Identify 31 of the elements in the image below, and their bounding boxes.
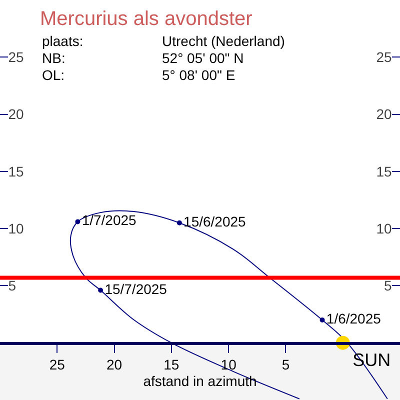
data-label: 1/7/2025 — [82, 212, 137, 228]
annotation: plaats: — [42, 33, 84, 49]
annotation: 5° 08' 00" E — [162, 67, 236, 83]
y2-tick-label: 10 — [376, 220, 392, 236]
annotation: OL: — [42, 67, 65, 83]
annotation: NB: — [42, 50, 66, 66]
y2-tick-label: 20 — [376, 106, 392, 122]
point — [320, 318, 325, 322]
y-tick-label: 15 — [8, 163, 24, 180]
point — [98, 288, 104, 293]
x-tick-label: 5 — [282, 356, 290, 373]
y-tick-label: 5 — [8, 278, 16, 294]
y2-tick-label: 25 — [376, 49, 392, 66]
annotation: 52° 05' 00" N — [162, 50, 244, 66]
data-label: 15/7/2025 — [104, 280, 168, 297]
point — [75, 219, 80, 224]
data-label: 15/6/2025 — [184, 213, 246, 230]
y2-tick-label: 15 — [376, 163, 392, 180]
x-axis-title: afstand in azimuth — [143, 372, 257, 389]
y-tick-label: 10 — [8, 220, 24, 236]
y-tick-label: 25 — [8, 49, 24, 66]
data-label: 1/6/2025 — [326, 310, 382, 326]
annotation: Utrecht (Nederland) — [162, 33, 285, 49]
x-tick-label: 15 — [164, 356, 180, 373]
y2-tick-label: 5 — [384, 278, 392, 294]
chart-title: Mercurius als avondster — [40, 8, 253, 30]
x-tick-label: 10 — [220, 356, 237, 373]
x-tick-label: 20 — [106, 356, 122, 373]
x-tick-label: 25 — [49, 356, 66, 373]
point — [176, 220, 182, 226]
y-tick-label: 20 — [8, 106, 24, 122]
